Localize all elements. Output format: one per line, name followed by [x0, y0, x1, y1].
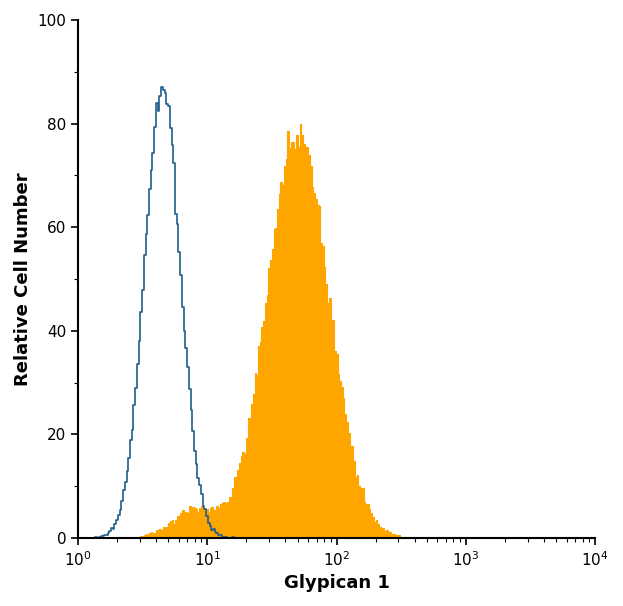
X-axis label: Glypican 1: Glypican 1 [283, 574, 389, 592]
Y-axis label: Relative Cell Number: Relative Cell Number [14, 172, 32, 386]
